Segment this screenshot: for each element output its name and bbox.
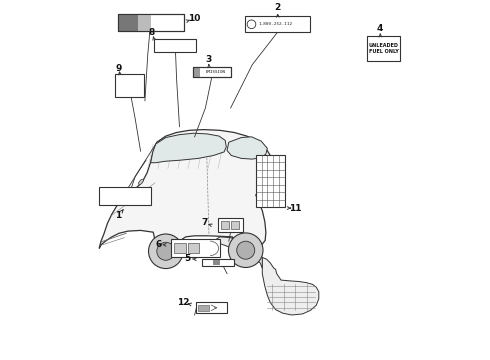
- Bar: [193, 67, 231, 77]
- Bar: [256, 155, 285, 207]
- Text: 9: 9: [116, 64, 122, 73]
- Polygon shape: [99, 130, 274, 252]
- Text: 6: 6: [155, 240, 162, 248]
- Bar: [118, 14, 184, 31]
- Text: 7: 7: [201, 218, 208, 227]
- Text: 8: 8: [149, 28, 155, 37]
- Bar: [99, 187, 151, 205]
- Polygon shape: [227, 137, 268, 159]
- Bar: [188, 243, 199, 253]
- Bar: [193, 67, 200, 77]
- Text: EMISSION: EMISSION: [205, 70, 225, 74]
- Text: 5: 5: [184, 254, 191, 263]
- Bar: [368, 36, 400, 61]
- Bar: [245, 16, 310, 32]
- Bar: [118, 14, 184, 31]
- Bar: [231, 221, 240, 229]
- Bar: [173, 243, 186, 253]
- Text: 2: 2: [274, 3, 280, 12]
- Polygon shape: [216, 237, 262, 268]
- Bar: [202, 259, 234, 266]
- Circle shape: [237, 241, 255, 259]
- Text: 4: 4: [377, 24, 383, 33]
- Polygon shape: [262, 257, 319, 315]
- Bar: [220, 221, 229, 229]
- Bar: [218, 218, 243, 232]
- Circle shape: [157, 242, 175, 260]
- Bar: [198, 305, 209, 311]
- Bar: [154, 39, 196, 52]
- Bar: [193, 67, 231, 77]
- Circle shape: [148, 234, 183, 269]
- Text: 10: 10: [189, 14, 201, 23]
- Bar: [171, 239, 220, 257]
- Bar: [213, 260, 220, 265]
- Text: 11: 11: [289, 203, 302, 212]
- Text: UNLEADED
FUEL ONLY: UNLEADED FUEL ONLY: [368, 43, 398, 54]
- Circle shape: [247, 20, 256, 29]
- Text: 12: 12: [177, 298, 189, 307]
- Bar: [196, 302, 227, 313]
- Bar: [138, 14, 151, 31]
- Text: 1: 1: [115, 211, 121, 220]
- Polygon shape: [139, 179, 144, 185]
- Text: 1-800-252-112: 1-800-252-112: [259, 22, 293, 26]
- Text: 3: 3: [205, 55, 211, 64]
- Bar: [116, 74, 144, 97]
- Bar: [118, 14, 138, 31]
- Circle shape: [228, 233, 263, 267]
- Polygon shape: [151, 133, 226, 163]
